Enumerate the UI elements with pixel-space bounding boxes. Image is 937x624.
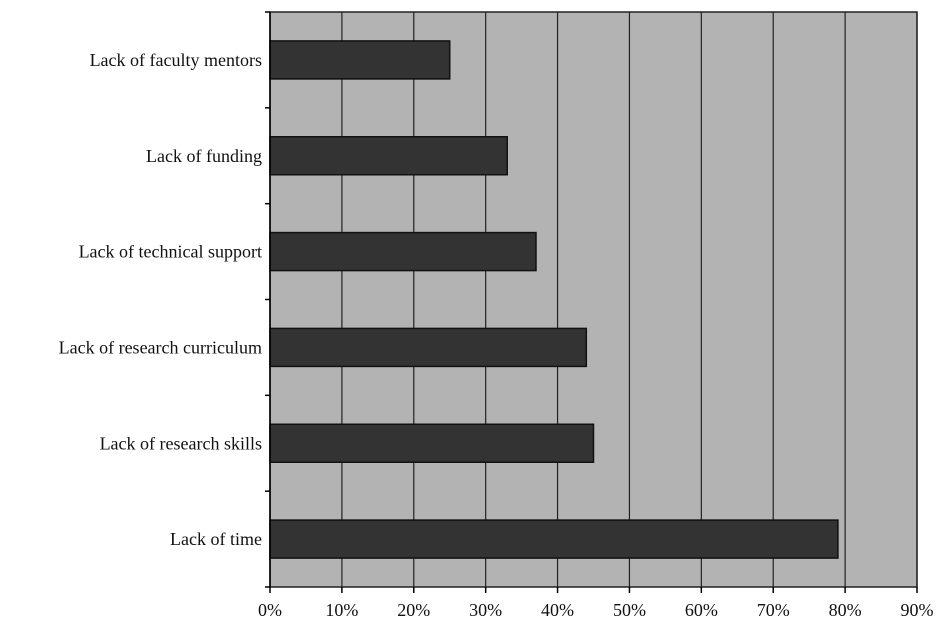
x-tick-label: 50% <box>613 600 646 620</box>
x-tick-label: 10% <box>325 600 358 620</box>
category-label: Lack of faculty mentors <box>90 50 262 70</box>
category-label: Lack of research skills <box>100 433 262 453</box>
x-tick-label: 80% <box>829 600 862 620</box>
x-tick-label: 0% <box>258 600 282 620</box>
x-tick-label: 20% <box>397 600 430 620</box>
plot-area <box>269 11 918 588</box>
x-tick-label: 30% <box>469 600 502 620</box>
bar <box>269 423 595 463</box>
category-label: Lack of technical support <box>79 242 262 262</box>
y-axis <box>265 11 271 588</box>
x-tick-label: 40% <box>541 600 574 620</box>
bar <box>269 136 508 176</box>
bar <box>269 231 537 272</box>
x-tick-label: 60% <box>685 600 718 620</box>
category-label: Lack of funding <box>146 146 262 166</box>
bar <box>269 327 588 368</box>
category-label: Lack of research curriculum <box>59 337 262 357</box>
category-labels: Lack of faculty mentors Lack of funding La… <box>59 50 262 549</box>
gridlines <box>341 12 918 587</box>
x-tick-label: 90% <box>901 600 934 620</box>
category-label: Lack of time <box>170 529 262 549</box>
bars <box>269 40 839 559</box>
x-axis: 0% 10% 20% 30% 40% 50% 60% 70% 80% 90% <box>258 587 934 620</box>
x-tick-label: 70% <box>757 600 790 620</box>
bar <box>269 40 451 80</box>
bar <box>269 519 839 559</box>
